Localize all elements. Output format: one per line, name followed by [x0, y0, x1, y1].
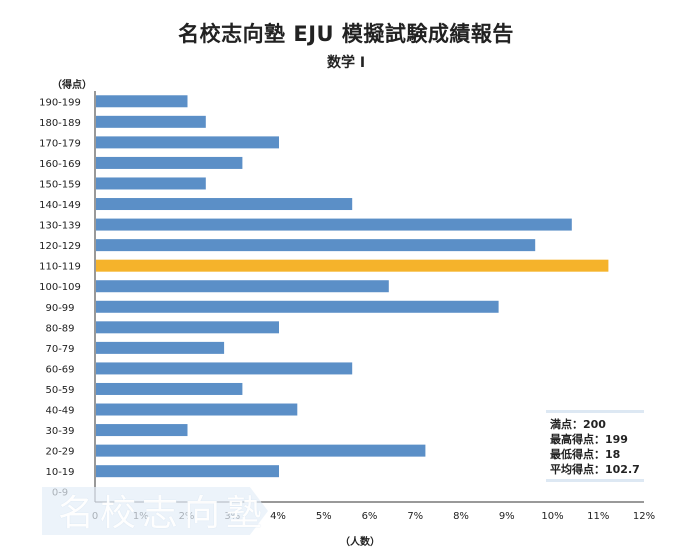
category-label-120-129: 120-129: [39, 241, 81, 252]
stat-max-score: 最高得点：199: [550, 433, 628, 446]
category-label-160-169: 160-169: [39, 159, 81, 170]
bar-50-59: [96, 382, 243, 395]
x-tick-label-11: 11%: [587, 511, 609, 522]
x-tick-label-7: 7%: [407, 511, 423, 522]
category-label-110-119: 110-119: [39, 262, 81, 273]
x-tick-label-5: 5%: [316, 511, 332, 522]
category-label-70-79: 70-79: [45, 344, 74, 355]
bar-120-129: [96, 239, 536, 252]
x-tick-label-9: 9%: [499, 511, 515, 522]
category-label-80-89: 80-89: [45, 323, 74, 334]
stat-min-score: 最低得点：18: [550, 448, 621, 461]
bar-140-149: [96, 198, 353, 211]
x-tick-label-8: 8%: [453, 511, 469, 522]
category-label-100-109: 100-109: [39, 282, 81, 293]
bar-100-109: [96, 280, 389, 293]
bar-170-179: [96, 136, 279, 149]
bar-180-189: [96, 115, 206, 128]
bar-160-169: [96, 156, 243, 169]
stats-box: 満点：200 最高得点：199 最低得点：18 平均得点：102.7: [546, 410, 644, 482]
stat-full-score: 満点：200: [550, 418, 606, 431]
category-label-130-139: 130-139: [39, 221, 81, 232]
chart-subtitle: 数学 I: [326, 55, 366, 71]
chart-title: 名校志向塾 EJU 模擬試験成績報告: [178, 22, 514, 46]
bar-80-89: [96, 321, 279, 334]
category-label-190-199: 190-199: [39, 97, 81, 108]
x-tick-label-12: 12%: [633, 511, 655, 522]
x-tick-label-10: 10%: [541, 511, 563, 522]
category-label-150-159: 150-159: [39, 179, 81, 190]
x-tick-label-6: 6%: [362, 511, 378, 522]
category-label-180-189: 180-189: [39, 118, 81, 129]
bar-70-79: [96, 341, 225, 354]
bar-10-19: [96, 465, 279, 478]
category-label-140-149: 140-149: [39, 200, 81, 211]
watermark-logo: 名校志向塾: [58, 493, 269, 534]
category-label-40-49: 40-49: [45, 406, 74, 417]
x-axis-label: （人数）: [340, 537, 380, 548]
bar-90-99: [96, 300, 499, 313]
category-label-170-179: 170-179: [39, 138, 81, 149]
watermark-band: [42, 487, 268, 535]
bar-30-39: [96, 424, 188, 437]
y-axis-label: （得点）: [52, 80, 92, 91]
stat-average: 平均得点：102.7: [550, 463, 640, 476]
category-label-30-39: 30-39: [45, 426, 74, 437]
bar-60-69: [96, 362, 353, 375]
category-label-50-59: 50-59: [45, 385, 74, 396]
bar-150-159: [96, 177, 206, 190]
bar-40-49: [96, 403, 298, 416]
bar-110-119: [96, 259, 609, 272]
bar-130-139: [96, 218, 572, 231]
category-label-20-29: 20-29: [45, 447, 74, 458]
bar-20-29: [96, 444, 426, 457]
x-tick-label-4: 4%: [270, 511, 286, 522]
category-label-10-19: 10-19: [45, 467, 74, 478]
category-label-90-99: 90-99: [45, 303, 74, 314]
bar-190-199: [96, 95, 188, 108]
category-label-60-69: 60-69: [45, 364, 74, 375]
